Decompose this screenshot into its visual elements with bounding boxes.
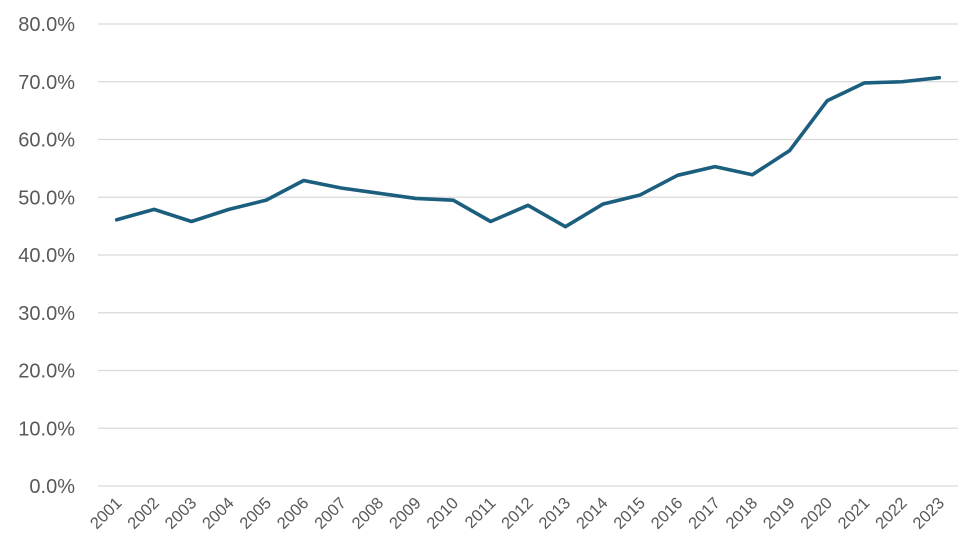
x-tick-label: 2016 — [648, 494, 687, 533]
series-layer — [114, 75, 942, 229]
y-tick-label: 0.0% — [29, 476, 75, 498]
x-tick-label: 2002 — [124, 494, 163, 533]
data-point-2017 — [713, 165, 717, 169]
x-tick-label: 2005 — [236, 494, 275, 533]
data-point-2007 — [339, 186, 343, 190]
x-tick-label: 2010 — [423, 494, 462, 533]
data-point-2022 — [900, 80, 904, 84]
x-tick-label: 2003 — [162, 494, 201, 533]
x-tick-label: 2023 — [909, 494, 948, 533]
x-tick-label: 2009 — [386, 494, 425, 533]
x-tick-label: 2004 — [199, 494, 238, 533]
gridlines — [98, 23, 958, 487]
data-point-2020 — [825, 99, 829, 103]
x-tick-label: 2008 — [349, 494, 388, 533]
data-point-2014 — [601, 202, 605, 206]
y-tick-label: 40.0% — [18, 245, 75, 267]
x-axis-tick-labels: 2001200220032004200520062007200820092010… — [87, 494, 948, 533]
y-tick-label: 60.0% — [18, 130, 75, 152]
x-tick-label: 2020 — [797, 494, 836, 533]
y-tick-label: 30.0% — [18, 303, 75, 325]
x-tick-label: 2019 — [760, 494, 799, 533]
data-point-2001 — [115, 218, 119, 222]
y-axis-tick-labels: 0.0% 10.0% 20.0% 30.0% 40.0% 50.0% 60.0% 70.0% 8… — [18, 14, 75, 498]
y-tick-label: 20.0% — [18, 361, 75, 383]
y-tick-label: 50.0% — [18, 187, 75, 209]
series-line-0 — [114, 75, 942, 229]
data-point-2021 — [863, 81, 867, 85]
x-tick-label: 2006 — [274, 494, 313, 533]
x-tick-label: 2012 — [498, 494, 537, 533]
x-tick-label: 2018 — [722, 494, 761, 533]
x-tick-label: 2007 — [311, 494, 350, 533]
data-point-2002 — [152, 207, 156, 211]
data-point-2010 — [451, 198, 455, 202]
x-tick-label: 2017 — [685, 494, 724, 533]
data-point-2019 — [788, 148, 792, 152]
x-tick-label: 2011 — [462, 494, 500, 532]
data-point-2011 — [489, 220, 493, 224]
data-point-2023 — [937, 76, 941, 80]
data-point-2003 — [189, 220, 193, 224]
y-tick-label: 70.0% — [18, 72, 75, 94]
x-tick-label: 2022 — [872, 494, 911, 533]
x-tick-label: 2014 — [573, 494, 612, 533]
data-point-2016 — [676, 173, 680, 177]
y-tick-label: 10.0% — [18, 418, 75, 440]
x-tick-label: 2013 — [536, 494, 575, 533]
data-point-2004 — [227, 207, 231, 211]
data-point-2012 — [526, 203, 530, 207]
data-point-2013 — [563, 225, 567, 229]
x-tick-label: 2001 — [87, 494, 126, 533]
data-point-2018 — [750, 173, 754, 177]
data-point-2008 — [376, 191, 380, 195]
data-point-2006 — [302, 179, 306, 183]
x-tick-label: 2015 — [610, 494, 649, 533]
y-tick-label: 80.0% — [18, 14, 75, 36]
x-tick-label: 2021 — [835, 494, 874, 533]
data-point-2015 — [638, 193, 642, 197]
data-point-2005 — [264, 198, 268, 202]
data-point-2009 — [414, 196, 418, 200]
